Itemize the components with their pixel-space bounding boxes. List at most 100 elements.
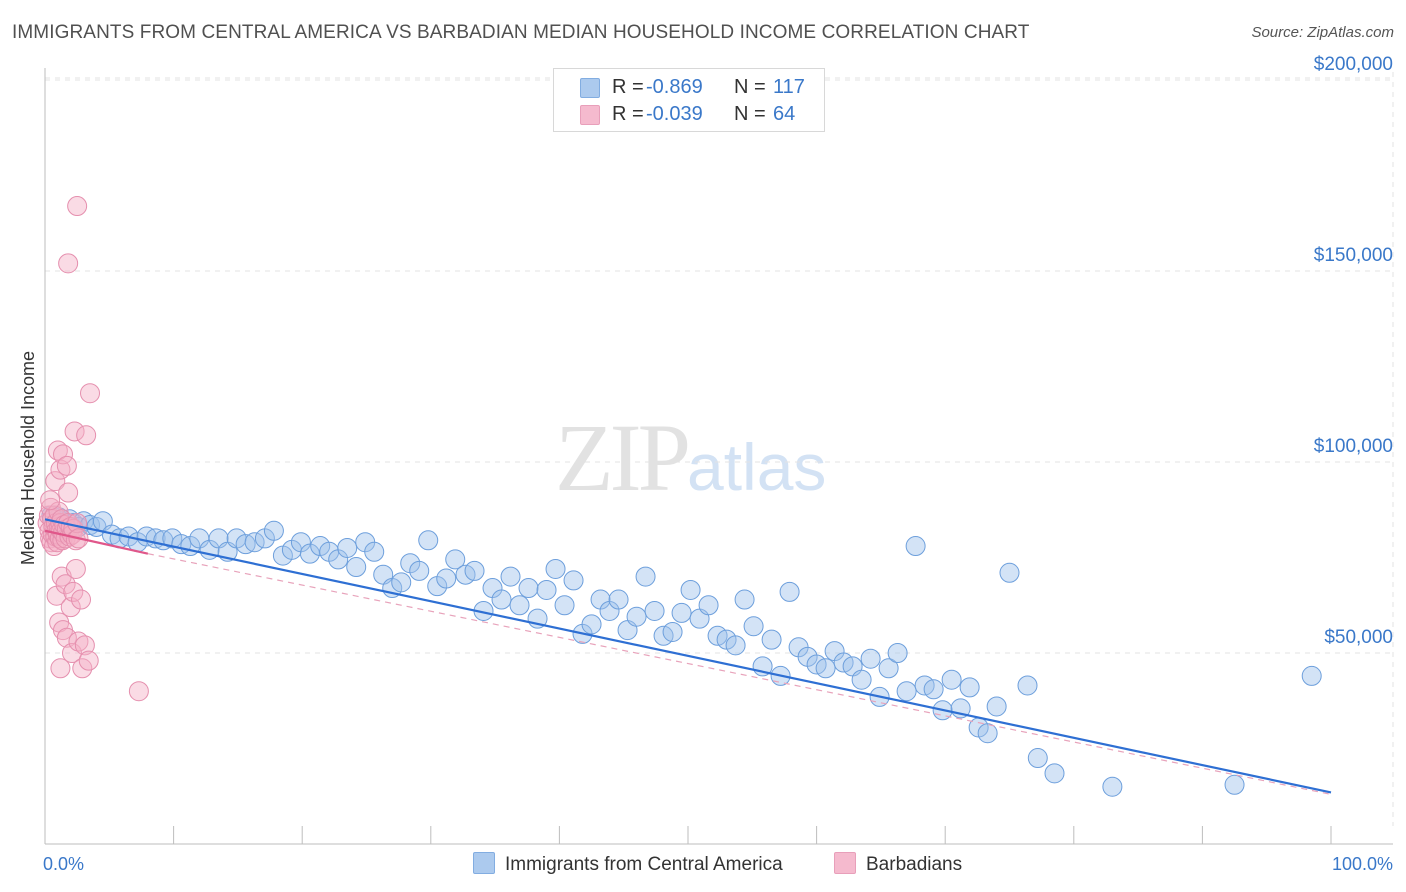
data-point <box>698 595 719 616</box>
data-point <box>581 614 602 635</box>
data-point <box>58 482 79 503</box>
watermark-zip: ZIP <box>555 404 691 511</box>
legend-swatch-pink <box>580 105 600 125</box>
data-point <box>68 631 89 652</box>
bottom-legend-central-america: Immigrants from Central America <box>473 852 783 876</box>
data-point <box>959 677 980 698</box>
legend-n-label: N = <box>734 76 766 98</box>
data-point <box>761 629 782 650</box>
data-point <box>635 566 656 587</box>
data-point <box>60 597 81 618</box>
data-point <box>986 696 1007 717</box>
data-point <box>1224 774 1245 795</box>
data-point <box>905 536 926 557</box>
data-point <box>74 635 95 656</box>
legend-r-value: -0.869 <box>646 76 703 98</box>
legend-r-label: R = <box>612 103 644 125</box>
data-point <box>50 658 71 679</box>
data-point <box>725 635 746 656</box>
data-point <box>244 532 265 553</box>
y-tick-label: $50,000 <box>1324 627 1393 648</box>
legend-swatch-blue <box>580 78 600 98</box>
data-point <box>509 595 530 616</box>
data-point <box>64 421 85 442</box>
data-point <box>671 602 692 623</box>
data-point <box>887 643 908 663</box>
series-central-america <box>41 505 1322 797</box>
data-point <box>536 579 557 600</box>
data-point <box>878 658 899 679</box>
trend-line-extension <box>147 553 1332 795</box>
data-point <box>445 549 466 570</box>
data-point <box>662 621 683 642</box>
data-point <box>743 616 764 637</box>
data-point <box>128 681 149 702</box>
y-tick-label: $100,000 <box>1314 436 1393 457</box>
data-point <box>391 572 412 593</box>
data-point <box>977 723 998 744</box>
data-point <box>65 558 86 579</box>
data-point <box>56 627 77 648</box>
data-point <box>860 648 881 669</box>
data-point <box>680 579 701 600</box>
legend-row-central-america: R = -0.869 N = 117 <box>554 74 824 100</box>
data-point <box>491 589 512 610</box>
data-point <box>40 490 61 511</box>
legend-n-value: 117 <box>773 76 805 98</box>
bottom-legend-label: Immigrants from Central America <box>505 854 783 875</box>
data-point <box>67 196 88 217</box>
bottom-legend-label: Barbadians <box>866 854 963 875</box>
data-point <box>1102 776 1123 797</box>
x-tick-label-max: 100.0% <box>1332 854 1393 874</box>
data-point <box>45 471 66 492</box>
data-point <box>608 589 629 610</box>
y-tick-label: $150,000 <box>1314 245 1393 266</box>
watermark: ZIPatlas <box>555 402 826 513</box>
data-point <box>63 581 84 602</box>
data-point <box>1301 665 1322 686</box>
y-axis-title: Median Household Income <box>18 351 38 565</box>
legend-row-barbadians: R = -0.039 N = 64 <box>554 101 824 127</box>
data-point <box>554 595 575 616</box>
data-point <box>58 253 79 274</box>
data-point <box>80 383 101 404</box>
bottom-legend-barbadians: Barbadians <box>834 852 962 876</box>
bottom-legend-swatch-blue <box>473 852 495 874</box>
axis-labels: $50,000 $100,000 $150,000 $200,000 0.0% 100.0… <box>18 54 1393 874</box>
data-point <box>626 606 647 627</box>
trend-line <box>44 518 1332 794</box>
data-point <box>55 574 76 595</box>
data-point <box>779 581 800 602</box>
data-point <box>436 568 457 589</box>
data-point <box>563 570 584 591</box>
data-point <box>53 444 74 465</box>
data-point <box>62 643 83 663</box>
data-point <box>941 669 962 690</box>
data-point <box>923 679 944 700</box>
bottom-legend-swatch-pink <box>834 852 856 874</box>
x-tick-label-min: 0.0% <box>43 854 84 874</box>
data-point <box>734 589 755 610</box>
grid-lines <box>45 72 1394 826</box>
data-point <box>71 589 92 610</box>
data-point <box>500 566 521 587</box>
data-point <box>76 425 97 446</box>
data-point <box>851 669 872 690</box>
trend-lines <box>44 518 1332 795</box>
data-point <box>644 600 665 621</box>
y-tick-label: $200,000 <box>1314 54 1393 75</box>
data-point <box>518 578 539 599</box>
data-point <box>1044 763 1065 784</box>
legend-n-label: N = <box>734 103 766 125</box>
data-point <box>263 520 284 541</box>
source-label: Source: ZipAtlas.com <box>1251 24 1394 41</box>
data-point <box>464 560 485 581</box>
data-point <box>545 558 566 579</box>
data-point <box>815 658 836 679</box>
data-point <box>364 541 385 562</box>
axes <box>44 68 1393 845</box>
data-point <box>418 530 439 551</box>
watermark-atlas: atlas <box>687 430 827 504</box>
data-point <box>409 560 430 581</box>
